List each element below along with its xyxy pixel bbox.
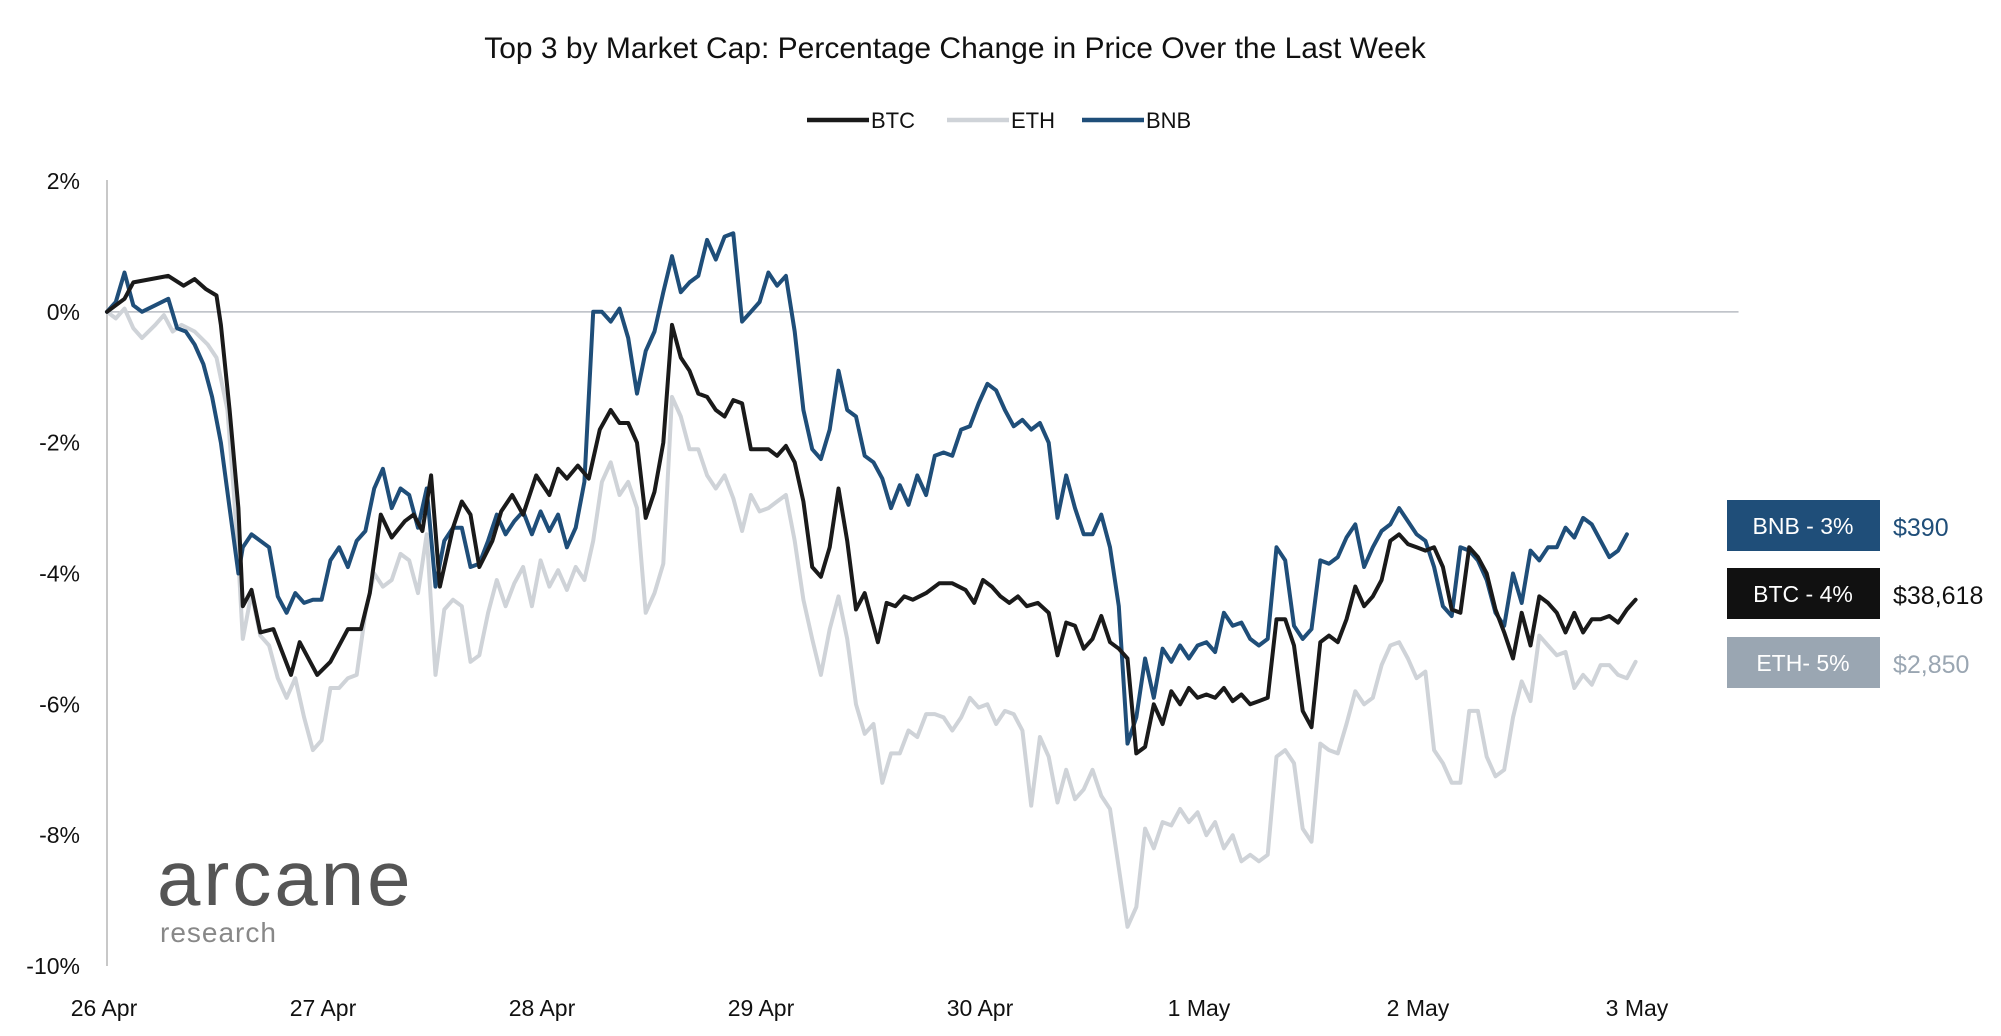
x-tick-label: 30 Apr [947,995,1014,1021]
y-tick-label: -10% [26,953,80,979]
end-label-text-bnb: BNB - 3% [1753,513,1854,539]
end-label-text-btc: BTC - 4% [1753,581,1853,607]
legend-label-btc: BTC [871,108,915,133]
x-tick-label: 27 Apr [290,995,357,1021]
chart-title: Top 3 by Market Cap: Percentage Change i… [484,32,1427,65]
y-tick-label: 2% [47,168,80,194]
x-tick-label: 26 Apr [71,995,138,1021]
x-axis: 26 Apr 27 Apr 28 Apr 29 Apr 30 Apr 1 May 2 May… [71,995,1669,1021]
end-label-box-eth [1727,637,1880,688]
end-price-bnb: $390 [1893,514,1949,542]
series-layer [105,231,1638,929]
y-tick-label: -4% [39,561,80,587]
arcane-logo: arcane research [157,834,414,948]
logo-sub-text: research [160,917,277,948]
x-tick-label: 2 May [1387,995,1450,1021]
y-tick-label: -8% [39,822,80,848]
x-tick-label: 29 Apr [728,995,795,1021]
end-label-text-eth: ETH- 5% [1756,650,1849,676]
series-line-btc [105,273,1638,756]
end-label-box-btc [1727,568,1880,619]
logo-main-text: arcane [157,834,414,922]
y-tick-label: 0% [47,299,80,325]
end-price-btc: $38,618 [1893,582,1983,610]
legend-label-eth: ETH [1011,108,1055,133]
series-line-bnb [105,231,1629,746]
end-label-box-bnb [1727,500,1880,551]
end-labels: BTC - 4% $38,618 ETH- 5% $2,850 BNB - 3% $390 [1727,500,1983,688]
x-tick-label: 1 May [1168,995,1231,1021]
x-tick-label: 28 Apr [509,995,576,1021]
x-tick-label: 3 May [1606,995,1669,1021]
legend-label-bnb: BNB [1146,108,1191,133]
y-tick-label: -2% [39,430,80,456]
y-tick-label: -6% [39,691,80,717]
y-axis: 2% 0% -2% -4% -6% -8% -10% [26,168,1739,979]
legend: BTC ETH BNB [807,108,1191,133]
end-price-eth: $2,850 [1893,651,1969,679]
